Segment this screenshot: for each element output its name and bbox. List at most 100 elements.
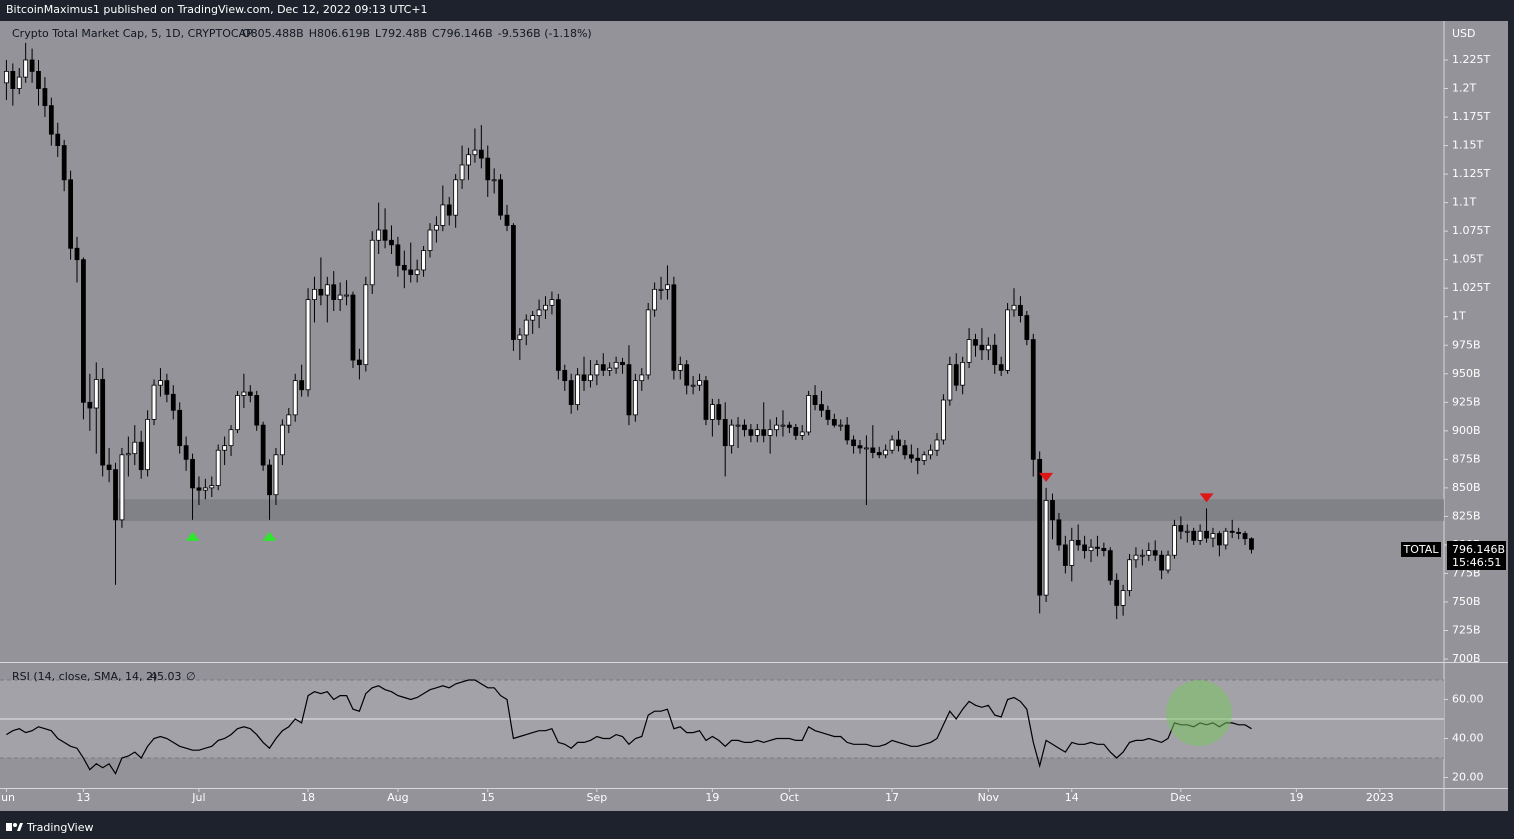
candle-body — [228, 429, 234, 447]
candle-body — [677, 364, 683, 371]
candle-body — [523, 319, 529, 336]
candle-body — [921, 454, 927, 461]
candle-body — [992, 344, 998, 366]
candle-body — [517, 334, 523, 340]
candle-body — [793, 427, 799, 436]
candle-body — [247, 391, 253, 396]
candle-body — [1107, 550, 1113, 581]
candle-body — [434, 225, 439, 231]
candle-body — [600, 364, 606, 371]
y-tick-label: 850B — [1452, 481, 1481, 494]
candle-body — [87, 401, 93, 409]
pane — [0, 21, 1508, 811]
x-tick-label: 17 — [885, 791, 899, 804]
candle-body — [761, 429, 767, 436]
candle-body — [581, 374, 587, 382]
x-tick-label: 14 — [1065, 791, 1079, 804]
candle-body — [985, 344, 991, 351]
candle-body — [953, 364, 959, 386]
candle-body — [1024, 315, 1030, 340]
candle-body — [401, 264, 407, 271]
candle-body — [1197, 530, 1203, 541]
y-tick-label: 725B — [1452, 624, 1481, 637]
candle-body — [119, 454, 125, 521]
candle-body — [292, 380, 298, 416]
candle-body — [960, 361, 966, 386]
y-tick-label: 750B — [1452, 595, 1481, 608]
candle-body — [1062, 544, 1068, 566]
candle-body — [902, 445, 908, 456]
candle-body — [164, 380, 170, 395]
x-tick-label: Sep — [586, 791, 607, 804]
support-marker — [262, 531, 277, 541]
candle-body — [1056, 519, 1062, 546]
candle-body — [1114, 579, 1120, 606]
candle-body — [998, 364, 1004, 371]
candle-body — [312, 288, 317, 301]
candle-body — [279, 424, 285, 456]
candle-body — [1191, 530, 1197, 541]
candle-body — [530, 315, 536, 321]
last-price: 796.146B — [1452, 543, 1505, 556]
candle-body — [440, 204, 446, 226]
candle-body — [851, 439, 856, 447]
candle-body — [55, 133, 61, 146]
candle-body — [722, 419, 728, 447]
candle-body — [408, 269, 414, 275]
candle-body — [742, 424, 747, 431]
support-marker — [185, 531, 200, 541]
rsi-last: 45.03 — [150, 670, 182, 683]
rsi-line — [6, 679, 1252, 775]
candle-body — [459, 164, 465, 181]
candle-body — [889, 439, 895, 451]
candle-body — [100, 379, 106, 466]
x-tick-label: 2023 — [1366, 791, 1394, 804]
candle-body — [158, 380, 163, 386]
candle-body — [568, 380, 574, 405]
ohlc-item: L792.48B — [375, 27, 427, 40]
rsi-highlight — [1166, 680, 1232, 746]
candle-body — [1249, 538, 1254, 550]
candle-body — [183, 445, 189, 460]
y-tick-label: 925B — [1452, 395, 1481, 408]
candle-body — [331, 284, 337, 301]
resistance-marker — [1199, 493, 1214, 503]
candle-body — [819, 404, 824, 411]
candle-body — [286, 414, 292, 426]
chart-title: Crypto Total Market Cap, 5, 1D, CRYPTOCA… — [12, 27, 253, 40]
countdown: 15:46:51 — [1452, 556, 1501, 569]
candle-body — [716, 404, 722, 420]
candle-body — [1005, 309, 1010, 371]
candle-body — [376, 229, 382, 241]
candle-body — [652, 288, 658, 311]
candle-body — [639, 374, 645, 382]
candle-body — [870, 447, 876, 453]
candle-body — [1146, 550, 1152, 556]
candle-body — [928, 449, 933, 456]
candle-body — [607, 367, 613, 371]
candle-body — [357, 359, 362, 366]
candle-body — [363, 284, 369, 366]
candle-body — [145, 419, 150, 471]
candle-body — [478, 149, 484, 159]
candle-body — [555, 299, 561, 371]
y-tick-label: 825B — [1452, 509, 1481, 522]
candle-body — [799, 431, 805, 436]
candle-body — [106, 464, 112, 471]
candle-body — [10, 71, 16, 89]
resistance-zone — [115, 499, 1444, 521]
candle-body — [1050, 500, 1055, 521]
candle-body — [941, 399, 946, 441]
ohlc-item: O805.488B — [242, 27, 304, 40]
footer-brand: TradingView — [26, 821, 93, 834]
candle-body — [453, 179, 459, 216]
x-tick-label: Aug — [387, 791, 408, 804]
candle-body — [812, 395, 818, 405]
candle-body — [1229, 530, 1235, 533]
y-tick-label: 1T — [1452, 310, 1466, 323]
candle-body — [235, 395, 240, 431]
candle-body — [61, 145, 67, 181]
candle-body — [684, 364, 690, 386]
candle-body — [690, 384, 696, 387]
ohlc-item: H806.619B — [309, 27, 370, 40]
